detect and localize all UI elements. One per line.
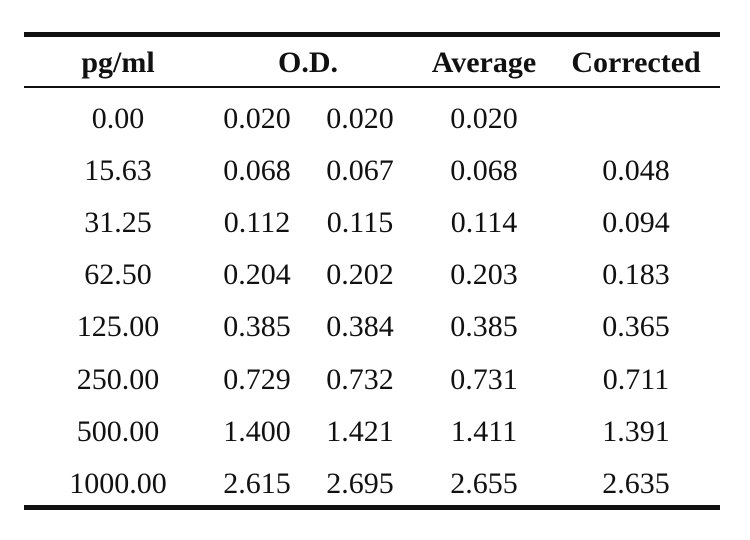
- cell-od-2: 2.695: [326, 467, 394, 500]
- header-od: O.D.: [278, 46, 338, 79]
- cell-corrected: 1.391: [602, 415, 670, 448]
- cell-concentration: 500.00: [76, 415, 160, 448]
- cell-od-2: 0.115: [326, 206, 394, 239]
- top-rule: [24, 32, 720, 37]
- cell-od-1: 2.615: [223, 467, 291, 500]
- cell-average: 0.203: [450, 258, 518, 291]
- cell-concentration: 125.00: [76, 310, 160, 343]
- cell-concentration: 0.00: [91, 102, 145, 135]
- cell-corrected: 0.711: [602, 363, 670, 396]
- cell-od-2: 0.020: [326, 102, 394, 135]
- cell-corrected: 0.094: [602, 206, 670, 239]
- cell-od-1: 0.385: [223, 310, 291, 343]
- cell-average: 0.114: [450, 206, 518, 239]
- cell-concentration: 62.50: [84, 258, 152, 291]
- cell-average: 0.068: [450, 154, 518, 187]
- cell-corrected: 0.183: [602, 258, 670, 291]
- header-corrected: Corrected: [571, 46, 701, 79]
- cell-concentration: 1000.00: [69, 467, 167, 500]
- cell-average: 0.020: [450, 102, 518, 135]
- cell-od-1: 0.729: [223, 363, 291, 396]
- cell-od-1: 0.112: [223, 206, 291, 239]
- cell-corrected: 2.635: [602, 467, 670, 500]
- header-average: Average: [431, 46, 537, 79]
- cell-average: 0.385: [450, 310, 518, 343]
- cell-od-1: 0.020: [223, 102, 291, 135]
- cell-average: 0.731: [450, 363, 518, 396]
- cell-od-1: 0.204: [223, 258, 291, 291]
- header-concentration: pg/ml: [81, 46, 155, 79]
- cell-corrected: 0.048: [602, 154, 670, 187]
- cell-od-1: 1.400: [223, 415, 291, 448]
- cell-average: 1.411: [450, 415, 518, 448]
- cell-od-2: 0.067: [326, 154, 394, 187]
- header-rule: [24, 86, 720, 88]
- cell-concentration: 250.00: [76, 363, 160, 396]
- cell-od-1: 0.068: [223, 154, 291, 187]
- bottom-rule: [24, 505, 720, 510]
- cell-concentration: 31.25: [84, 206, 152, 239]
- cell-od-2: 0.202: [326, 258, 394, 291]
- cell-od-2: 0.732: [326, 363, 394, 396]
- cell-concentration: 15.63: [84, 154, 152, 187]
- cell-od-2: 1.421: [326, 415, 394, 448]
- cell-average: 2.655: [450, 467, 518, 500]
- cell-od-2: 0.384: [326, 310, 394, 343]
- cell-corrected: 0.365: [602, 310, 670, 343]
